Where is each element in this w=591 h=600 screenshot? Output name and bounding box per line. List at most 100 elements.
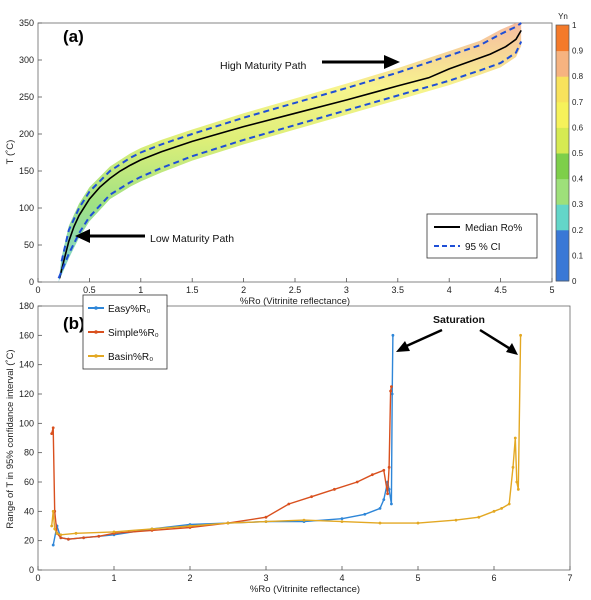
panel-b-point-1 bbox=[51, 426, 55, 430]
panel-a-label: (a) bbox=[63, 27, 84, 46]
panel-b-point-2 bbox=[515, 480, 519, 484]
panel-b-y-tick-label: 100 bbox=[19, 418, 34, 428]
saturation-arrowhead-right bbox=[506, 343, 518, 355]
panel-a-x-tick-label: 4 bbox=[447, 285, 452, 295]
saturation-label: Saturation bbox=[433, 314, 485, 326]
panel-b-x-tick-label: 2 bbox=[187, 573, 192, 583]
panel-b-point-2 bbox=[50, 524, 54, 528]
panel-b-point-0 bbox=[391, 333, 395, 337]
high-maturity-arrowhead bbox=[384, 55, 400, 69]
colorbar-tick-label: 1 bbox=[572, 21, 577, 30]
panel-b-point-1 bbox=[386, 492, 389, 496]
panel-b-point-2 bbox=[477, 515, 481, 519]
panel-a-y-tick-label: 50 bbox=[24, 240, 34, 250]
panel-a-series-line-1 bbox=[60, 22, 522, 262]
panel-a-y-tick-label: 0 bbox=[29, 277, 34, 287]
panel-a-x-tick-label: 4.5 bbox=[494, 285, 507, 295]
colorbar-segment bbox=[556, 50, 569, 77]
colorbar-tick-label: 0.2 bbox=[572, 226, 584, 235]
panel-b-point-1 bbox=[387, 465, 391, 469]
panel-b-point-2 bbox=[378, 521, 382, 525]
panel-b-x-tick-label: 1 bbox=[111, 573, 116, 583]
legend-easy-marker bbox=[94, 306, 98, 310]
panel-b-point-2 bbox=[188, 524, 192, 528]
legend-basin-marker bbox=[94, 354, 98, 358]
panel-b-point-0 bbox=[340, 517, 344, 521]
low-maturity-arrowhead bbox=[75, 229, 90, 243]
panel-a-x-tick-label: 1.5 bbox=[186, 285, 199, 295]
panel-a-legend: Median Ro% 95 % CI bbox=[426, 213, 538, 259]
colorbar-tick-label: 0.3 bbox=[572, 200, 584, 209]
panel-b-point-1 bbox=[264, 515, 268, 519]
panel-b-y-tick-label: 60 bbox=[24, 477, 34, 487]
panel-b-point-0 bbox=[51, 543, 55, 547]
panel-b-point-2 bbox=[302, 518, 306, 522]
panel-b-y-tick-label: 120 bbox=[19, 389, 34, 399]
legend-median-label: Median Ro% bbox=[465, 223, 522, 234]
panel-b-point-2 bbox=[59, 533, 63, 537]
panel-b-point-1 bbox=[355, 480, 359, 484]
panel-b-y-axis-label: Range of T in 95% confidance interval (˚… bbox=[5, 349, 16, 528]
colorbar-frame bbox=[555, 24, 570, 282]
saturation-annotation: Saturation bbox=[396, 314, 518, 355]
panel-b-point-1 bbox=[371, 473, 374, 477]
panel-b-point-2 bbox=[519, 333, 522, 337]
panel-b-point-2 bbox=[340, 520, 344, 523]
panel-b-point-1 bbox=[333, 487, 336, 491]
legend-easy-label: Easy%R₀ bbox=[108, 304, 151, 315]
panel-b-legend: Easy%R₀ Simple%R₀ Basin%R₀ bbox=[82, 294, 168, 370]
panel-b-point-2 bbox=[55, 531, 59, 535]
panel-b-point-2 bbox=[513, 436, 517, 440]
panel-b-y-ticks: 0 20 40 60 80 100 120 140 160 180 bbox=[19, 301, 42, 575]
colorbar-segment bbox=[556, 127, 569, 154]
panel-b-point-1 bbox=[310, 495, 313, 499]
panel-b-point-0 bbox=[363, 512, 367, 516]
colorbar-tick-label: 0.5 bbox=[572, 149, 584, 158]
panel-a-y-tick-label: 250 bbox=[19, 92, 34, 102]
panel-a-series-line-0 bbox=[58, 29, 522, 279]
saturation-arrowhead-left bbox=[396, 341, 410, 352]
colorbar-tick-label: 0.7 bbox=[572, 98, 584, 107]
panel-b-y-tick-label: 80 bbox=[24, 448, 34, 458]
colorbar-segment bbox=[556, 25, 569, 52]
panel-b-x-tick-label: 4 bbox=[339, 573, 344, 583]
panel-a-chart: 0 0.5 1 1.5 2 2.5 3 3.5 4 4.5 5 0 50 100 150 200 250 300… bbox=[5, 12, 584, 307]
panel-b-label: (b) bbox=[63, 314, 85, 333]
panel-b-series bbox=[50, 333, 522, 547]
panel-b-y-tick-label: 40 bbox=[24, 506, 34, 516]
colorbar-tick-label: 0.6 bbox=[572, 123, 584, 132]
panel-b-point-2 bbox=[74, 531, 78, 535]
panel-a-x-axis-label: %Ro (Vitrinite reflectance) bbox=[240, 296, 350, 307]
colorbar-segment bbox=[556, 204, 569, 231]
panel-b-point-1 bbox=[67, 537, 70, 541]
panel-a-x-tick-label: 0.5 bbox=[83, 285, 96, 295]
low-maturity-label: Low Maturity Path bbox=[150, 233, 234, 245]
panel-b-point-1 bbox=[97, 534, 101, 538]
colorbar-tick-label: 0.4 bbox=[572, 175, 584, 184]
panel-b-point-1 bbox=[382, 468, 386, 472]
colorbar-segment bbox=[556, 229, 569, 256]
panel-a-x-tick-label: 3 bbox=[344, 285, 349, 295]
colorbar-tick-label: 0 bbox=[572, 277, 577, 286]
panel-b-point-2 bbox=[492, 509, 496, 513]
panel-b-point-1 bbox=[50, 432, 54, 435]
panel-b-point-2 bbox=[454, 518, 458, 522]
panel-a-legend-box bbox=[426, 213, 538, 259]
panel-a-x-tick-label: 2 bbox=[241, 285, 246, 295]
panel-b-y-tick-label: 180 bbox=[19, 301, 34, 311]
panel-b-point-2 bbox=[150, 527, 154, 531]
panel-b-x-tick-label: 7 bbox=[567, 573, 572, 583]
panel-b-point-2 bbox=[507, 502, 511, 506]
panel-b-point-0 bbox=[390, 502, 393, 506]
panel-b-x-tick-label: 5 bbox=[415, 573, 420, 583]
panel-b-point-0 bbox=[390, 392, 394, 396]
panel-b-point-1 bbox=[82, 536, 85, 540]
colorbar: Yn 0 0.1 0.2 0.3 0.4 0.5 0.6 0.7 0.8 0.9 1 bbox=[555, 12, 584, 286]
panel-b-point-2 bbox=[500, 507, 503, 510]
panel-a-y-tick-label: 100 bbox=[19, 203, 34, 213]
panel-a-y-tick-label: 150 bbox=[19, 166, 34, 176]
panel-a-x-tick-label: 0 bbox=[35, 285, 40, 295]
colorbar-tick-label: 0.9 bbox=[572, 47, 584, 56]
panel-a-y-ticks: 0 50 100 150 200 250 300 350 bbox=[19, 18, 42, 287]
